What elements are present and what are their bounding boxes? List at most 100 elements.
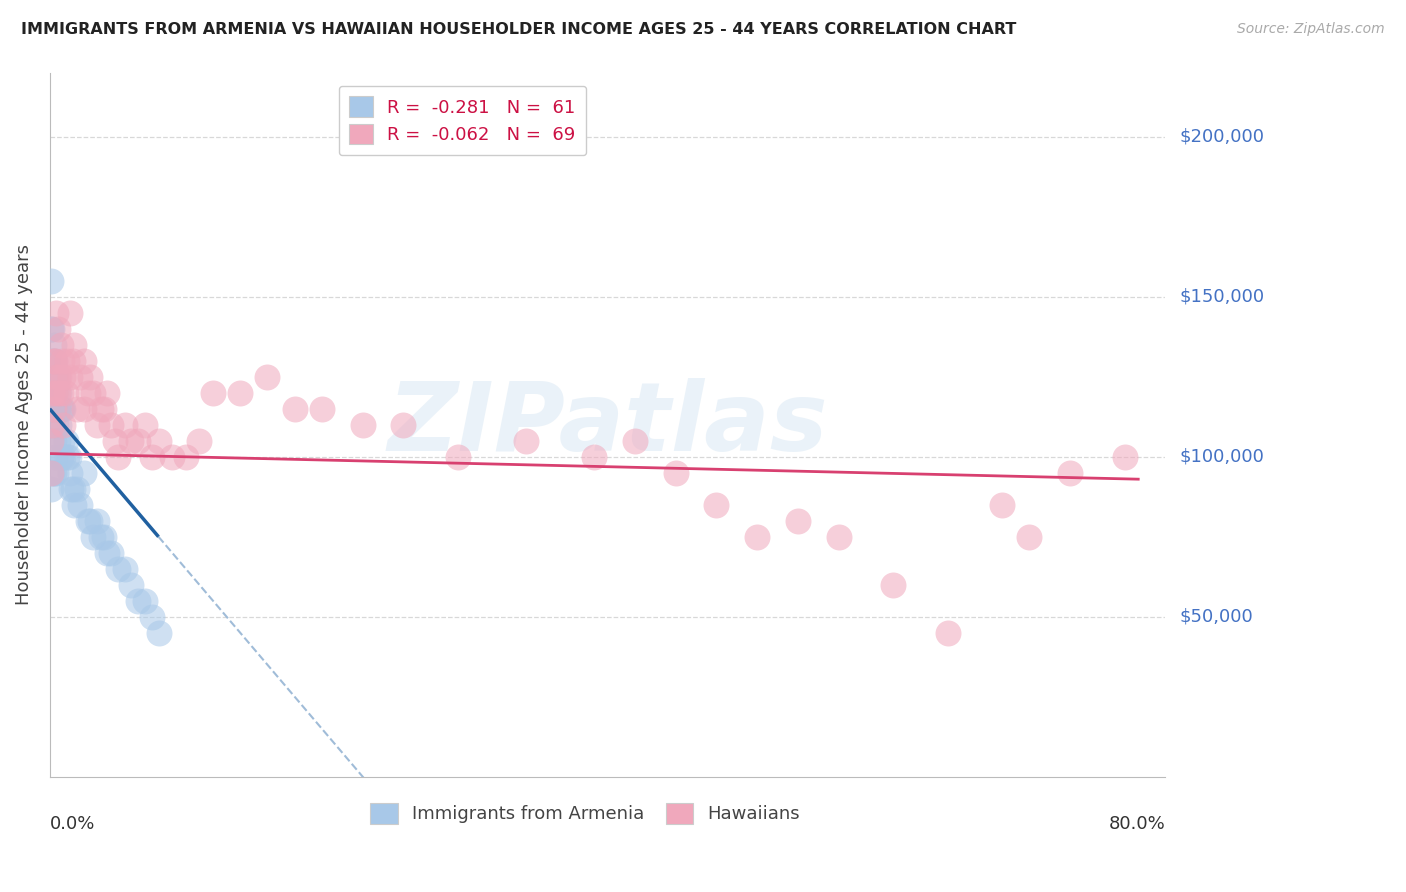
Point <box>45 385 67 400</box>
Point <box>86 514 108 528</box>
Point <box>284 401 307 416</box>
Point <box>44 354 66 368</box>
Point <box>48 417 70 432</box>
Point <box>256 369 278 384</box>
Point <box>515 434 537 448</box>
Point <box>69 369 91 384</box>
Point <box>447 450 470 464</box>
Point <box>52 450 75 464</box>
Point <box>44 401 66 416</box>
Point <box>62 354 84 368</box>
Point <box>79 514 101 528</box>
Point <box>56 450 79 464</box>
Point <box>41 322 63 336</box>
Point <box>52 401 75 416</box>
Point <box>787 514 810 528</box>
Point <box>49 385 72 400</box>
Point <box>39 354 62 368</box>
Point <box>49 450 72 464</box>
Text: $50,000: $50,000 <box>1180 607 1253 625</box>
Point <box>39 401 62 416</box>
Point <box>39 274 62 288</box>
Text: $100,000: $100,000 <box>1180 448 1264 466</box>
Point <box>107 562 129 576</box>
Point <box>51 354 73 368</box>
Point <box>55 434 77 448</box>
Point <box>45 369 67 384</box>
Point <box>39 466 62 480</box>
Point <box>44 385 66 400</box>
Point <box>148 434 170 448</box>
Point <box>706 498 728 512</box>
Point <box>76 514 98 528</box>
Point <box>120 434 142 448</box>
Point <box>201 385 224 400</box>
Point <box>49 401 72 416</box>
Point <box>46 385 69 400</box>
Point <box>42 401 65 416</box>
Point <box>79 369 101 384</box>
Point <box>59 306 82 320</box>
Point <box>114 417 136 432</box>
Point <box>134 417 156 432</box>
Point <box>41 385 63 400</box>
Point <box>1018 530 1040 544</box>
Point <box>42 369 65 384</box>
Point <box>42 354 65 368</box>
Text: 80.0%: 80.0% <box>1109 815 1166 833</box>
Point <box>73 354 96 368</box>
Point <box>59 466 82 480</box>
Point <box>665 466 688 480</box>
Legend: Immigrants from Armenia, Hawaiians: Immigrants from Armenia, Hawaiians <box>363 796 807 831</box>
Point <box>46 434 69 448</box>
Point <box>828 530 851 544</box>
Text: $150,000: $150,000 <box>1180 288 1264 306</box>
Point <box>100 417 122 432</box>
Point <box>41 401 63 416</box>
Point <box>73 466 96 480</box>
Point <box>107 450 129 464</box>
Point <box>882 578 904 592</box>
Point <box>51 401 73 416</box>
Point <box>82 530 104 544</box>
Point <box>44 450 66 464</box>
Point <box>56 354 79 368</box>
Point <box>42 401 65 416</box>
Point <box>58 450 80 464</box>
Text: Source: ZipAtlas.com: Source: ZipAtlas.com <box>1237 22 1385 37</box>
Point <box>55 385 77 400</box>
Point <box>69 498 91 512</box>
Point <box>86 417 108 432</box>
Point <box>96 546 118 560</box>
Point <box>96 385 118 400</box>
Text: ZIPatlas: ZIPatlas <box>387 378 828 471</box>
Point <box>120 578 142 592</box>
Point <box>160 450 183 464</box>
Y-axis label: Householder Income Ages 25 - 44 years: Householder Income Ages 25 - 44 years <box>15 244 32 606</box>
Point <box>39 434 62 448</box>
Point <box>48 369 70 384</box>
Point <box>90 401 112 416</box>
Point <box>127 434 149 448</box>
Point <box>48 385 70 400</box>
Point <box>45 306 67 320</box>
Point <box>66 482 89 496</box>
Point <box>46 369 69 384</box>
Point <box>41 354 63 368</box>
Point <box>42 338 65 352</box>
Point <box>59 369 82 384</box>
Point <box>46 401 69 416</box>
Point <box>45 466 67 480</box>
Point <box>49 338 72 352</box>
Point <box>100 546 122 560</box>
Point <box>148 625 170 640</box>
Point <box>127 593 149 607</box>
Point <box>41 417 63 432</box>
Point <box>62 482 84 496</box>
Point <box>39 322 62 336</box>
Point <box>90 530 112 544</box>
Point <box>141 609 163 624</box>
Point <box>392 417 415 432</box>
Point <box>41 466 63 480</box>
Point <box>936 625 959 640</box>
